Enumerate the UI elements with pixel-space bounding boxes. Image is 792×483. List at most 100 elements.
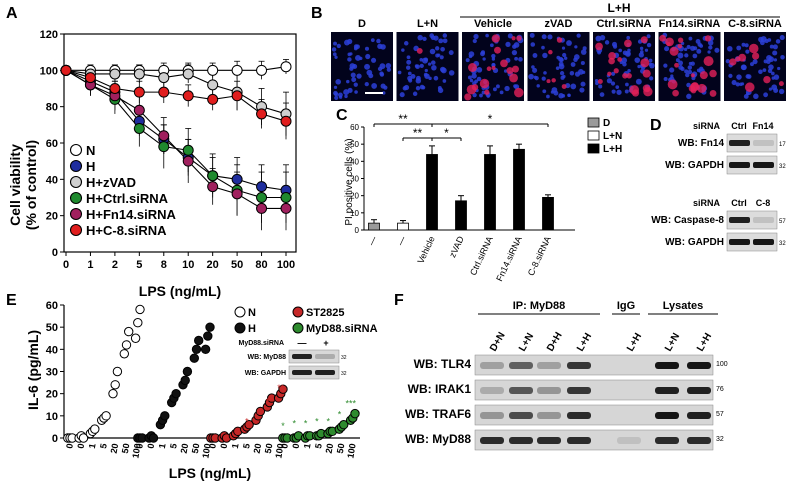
panel-b-nucleus [644, 48, 649, 52]
panel-a-series-line [65, 69, 287, 115]
panel-a-legend-marker [69, 175, 83, 189]
panel-b-nucleus [775, 39, 781, 44]
panel-b-pi-signal [697, 83, 707, 93]
panel-e-inset-band [315, 370, 335, 375]
panel-b-nucleus [370, 57, 377, 63]
panel-d-row-label: WB: Caspase-8 [651, 215, 724, 226]
panel-b-nucleus [433, 75, 439, 81]
panel-b-nucleus [570, 83, 577, 90]
panel-f-band [509, 437, 533, 444]
panel-a-point [280, 115, 292, 127]
panel-b-nucleus [439, 55, 444, 60]
panel-b-nucleus [759, 40, 765, 46]
panel-e-sig-green: *** [346, 399, 357, 409]
panel-b-column-label: C-8.siRNA [728, 18, 782, 30]
panel-e-sig-red: ** [277, 383, 285, 393]
panel-b-nucleus [687, 65, 693, 70]
panel-c-legend-swatch [587, 130, 600, 141]
panel-b-pi-signal [626, 73, 632, 79]
panel-c-legend-swatch [587, 117, 600, 128]
panel-f-blot: IP: MyD88 IgG Lysates D+N L+N D+H L+H L+H L+N L+H… [405, 300, 728, 451]
panel-b-nucleus [686, 82, 691, 88]
panel-b-pi-signal [509, 73, 519, 83]
panel-b-nucleus [683, 47, 688, 52]
panel-b-nucleus [370, 38, 375, 43]
panel-b-nucleus [598, 84, 603, 89]
panel-b-nucleus [427, 62, 432, 66]
panel-b-nucleus [646, 42, 652, 48]
panel-d-band [729, 162, 750, 168]
panel-e-x-tick-label: 50 [335, 443, 347, 455]
panel-b-nucleus [561, 46, 566, 50]
panel-e-sig-green: * [281, 421, 285, 431]
panel-b-column-label: Vehicle [474, 18, 512, 30]
panel-b: B L+H D L+N Vehicle zVAD Ctrl.siRNA Fn14.siRN… [311, 1, 786, 101]
panel-a-legend-marker [69, 223, 83, 237]
panel-b-nucleus [684, 69, 689, 74]
panel-b-pi-signal [471, 84, 479, 91]
panel-b-nucleus [333, 90, 338, 96]
panel-b-nucleus [736, 74, 742, 80]
panel-b-nucleus [618, 48, 623, 53]
panel-b-nucleus [334, 95, 339, 100]
panel-b-nucleus [419, 84, 425, 90]
panel-b-nucleus [696, 48, 702, 54]
panel-f-blot-strip [474, 429, 714, 451]
panel-b-nucleus [435, 53, 440, 58]
panel-b-pi-signal [690, 82, 699, 92]
panel-b-nucleus [440, 67, 447, 74]
panel-e-sig-green: * [326, 416, 330, 426]
panel-f-lane-label: L+N [663, 331, 682, 353]
panel-b-nucleus [505, 41, 511, 47]
panel-a-y-tick-label: 0 [52, 247, 58, 259]
panel-e-x-tick-label: 0 [76, 443, 87, 450]
panel-b-nucleus [669, 67, 675, 73]
panel-e-point [244, 420, 254, 430]
panel-b-nucleus [558, 63, 565, 70]
panel-b-nucleus [768, 87, 773, 91]
panel-b-pi-signal [511, 65, 519, 73]
panel-a-legend-label: N [86, 143, 95, 158]
panel-b-nucleus [499, 90, 504, 95]
panel-b-nucleus [530, 42, 536, 47]
panel-b-nucleus [604, 40, 610, 45]
panel-e-significance: ******* * * * ***** [245, 383, 356, 431]
panel-b-nucleus [639, 50, 644, 54]
panel-b-nucleus [686, 44, 691, 50]
panel-b-nucleus [569, 70, 575, 76]
panel-b-nucleus [472, 38, 477, 44]
panel-b-pi-signal [491, 34, 500, 43]
panel-b-nucleus [610, 81, 616, 86]
panel-e-x-tick-label: 1 [230, 443, 241, 450]
panel-b-nucleus [688, 36, 693, 41]
panel-b-pi-signal [556, 37, 563, 43]
panel-e-y-tick-label: 30 [46, 367, 58, 379]
panel-b-nucleus [532, 53, 538, 58]
panel-b-nucleus [513, 42, 520, 48]
panel-d-blot-strip [726, 155, 778, 175]
panel-b-nucleus [624, 89, 629, 94]
panel-b-nucleus [606, 78, 613, 84]
panel-b-nucleus [555, 66, 560, 70]
panel-a-point [231, 173, 243, 185]
panel-b-nucleus [471, 73, 477, 79]
panel-b-pi-signal [479, 78, 490, 89]
panel-e-point [90, 424, 100, 434]
panel-b-nucleus [767, 38, 772, 42]
panel-b-nucleus [346, 79, 350, 84]
panel-c-legend: D L+N L+H [587, 117, 622, 155]
panel-b-nucleus [595, 81, 599, 86]
panel-b-pi-signal [642, 84, 651, 93]
panel-b-nucleus [423, 72, 428, 77]
panel-d-blot-strip [726, 232, 778, 252]
panel-b-pi-signal [629, 85, 640, 95]
panel-a-point [109, 83, 121, 94]
panel-b-pi-signal [749, 43, 759, 54]
panel-b-nucleus [743, 94, 749, 99]
panel-b-nucleus [438, 38, 444, 44]
panel-b-label: B [311, 5, 323, 22]
panel-b-nucleus [570, 62, 576, 67]
panel-b-nucleus [597, 50, 602, 55]
panel-b-pi-signal [672, 89, 679, 97]
